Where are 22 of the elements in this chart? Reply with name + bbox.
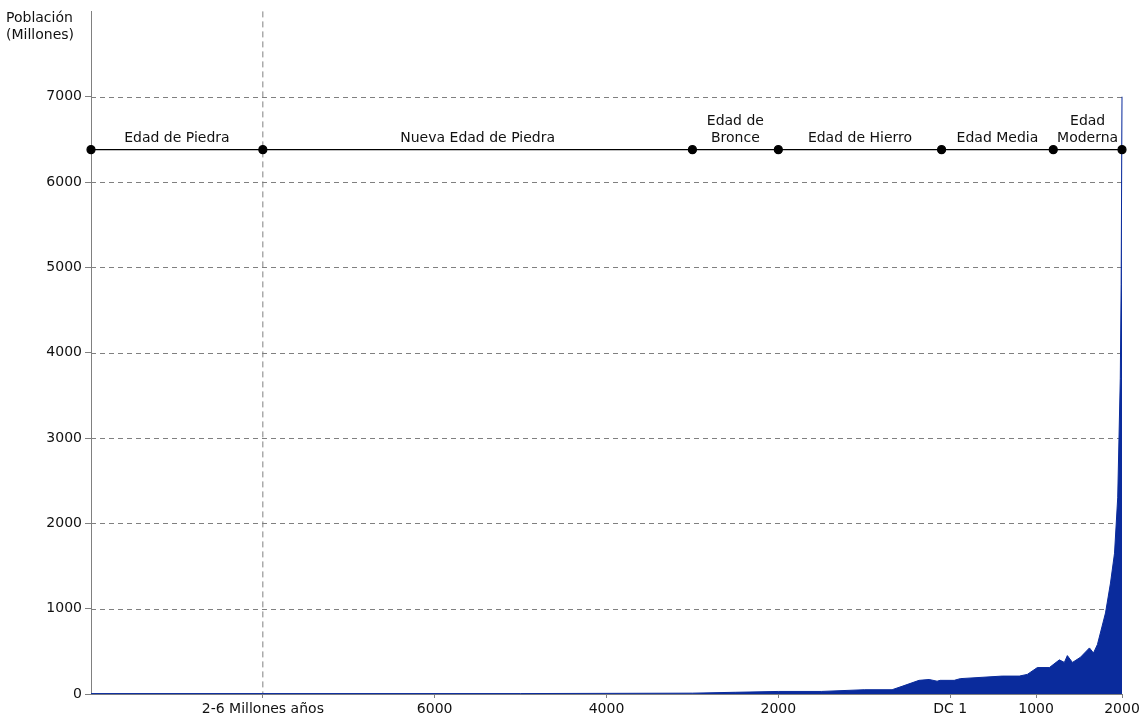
annotation: Edad de Hierro [807, 128, 913, 145]
y-axis-title: Población (Millones) [6, 9, 75, 42]
x-tick-label: DC 1 [933, 700, 968, 717]
x-tick-label: 2000 [760, 700, 797, 717]
y-tick-label: 6000 [46, 172, 82, 189]
annotation: Edad Moderna [1057, 111, 1119, 145]
x-tick-label: 2000 [1104, 700, 1140, 717]
y-tick-label: 0 [73, 684, 82, 701]
y-tick-label: 3000 [46, 428, 82, 445]
y-tick-label: 1000 [46, 599, 82, 616]
annotation: Edad Media [956, 128, 1039, 145]
x-tick-label: 1000 [1018, 700, 1054, 717]
y-tick-label: 7000 [46, 87, 82, 104]
annotation: Edad de Bronce [706, 111, 764, 145]
annotation: Edad de Piedra [124, 128, 230, 145]
x-tick-label: 6000 [416, 700, 453, 717]
annotation: Nueva Edad de Piedra [400, 128, 555, 145]
y-tick-label: 5000 [46, 258, 82, 275]
y-tick-label: 2000 [46, 513, 82, 530]
y-tick-label: 4000 [46, 343, 82, 360]
x-tick-label: 2-6 Millones años [201, 700, 324, 717]
x-tick-label: 4000 [588, 700, 625, 717]
